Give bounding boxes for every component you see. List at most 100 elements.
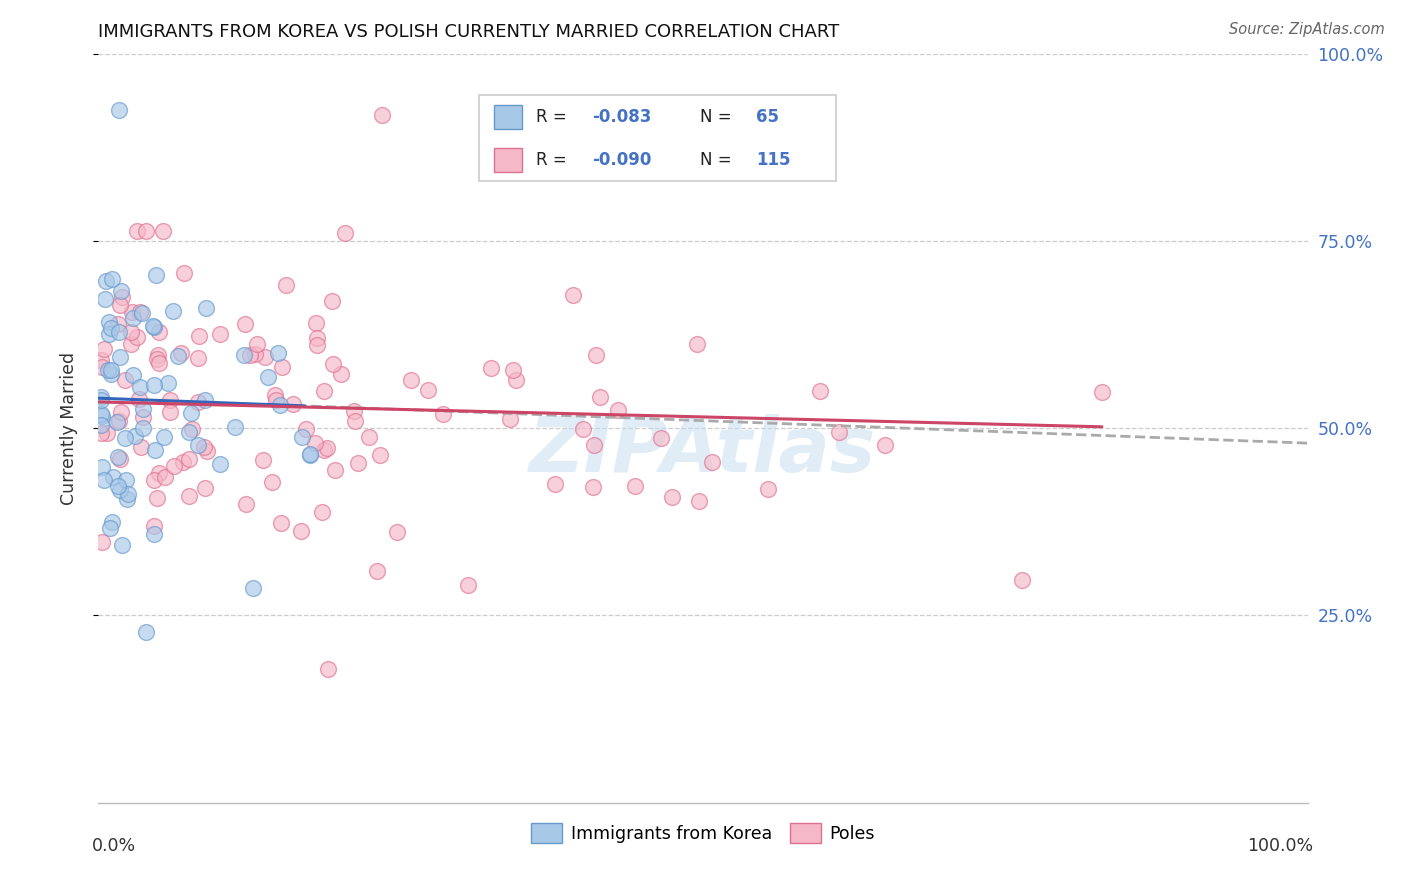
- Text: IMMIGRANTS FROM KOREA VS POLISH CURRENTLY MARRIED CORRELATION CHART: IMMIGRANTS FROM KOREA VS POLISH CURRENTL…: [98, 23, 839, 41]
- Point: [162, 304, 184, 318]
- Point: [242, 582, 264, 596]
- Point: [108, 103, 131, 117]
- Point: [686, 337, 709, 351]
- Point: [107, 450, 129, 464]
- Point: [650, 431, 672, 445]
- Text: 100.0%: 100.0%: [1247, 837, 1313, 855]
- Point: [97, 327, 120, 342]
- Point: [96, 426, 118, 441]
- Point: [146, 351, 169, 366]
- Point: [135, 224, 157, 238]
- Point: [499, 411, 522, 425]
- Point: [159, 393, 181, 408]
- Point: [269, 398, 291, 412]
- Point: [827, 425, 849, 440]
- Point: [315, 441, 337, 455]
- Point: [585, 348, 607, 362]
- Point: [254, 350, 277, 364]
- Point: [385, 524, 408, 539]
- Point: [177, 425, 200, 440]
- Point: [110, 284, 132, 298]
- Point: [321, 293, 343, 308]
- Point: [195, 301, 218, 315]
- Point: [129, 305, 152, 319]
- Point: [101, 470, 124, 484]
- Point: [432, 408, 454, 422]
- Point: [264, 392, 287, 407]
- Point: [187, 395, 209, 409]
- Point: [148, 326, 170, 340]
- Point: [233, 317, 256, 331]
- Point: [128, 392, 150, 407]
- Point: [90, 425, 112, 440]
- Point: [159, 405, 181, 419]
- Point: [96, 274, 118, 288]
- Point: [90, 352, 112, 367]
- Point: [274, 278, 297, 293]
- Point: [371, 108, 394, 122]
- Point: [148, 467, 170, 481]
- Point: [257, 369, 280, 384]
- Legend: Immigrants from Korea, Poles: Immigrants from Korea, Poles: [531, 822, 875, 843]
- Point: [90, 418, 112, 433]
- Text: Source: ZipAtlas.com: Source: ZipAtlas.com: [1229, 22, 1385, 37]
- Point: [281, 397, 304, 411]
- Point: [117, 486, 139, 500]
- Point: [142, 320, 165, 334]
- Point: [114, 431, 136, 445]
- Point: [808, 384, 831, 398]
- Point: [90, 407, 112, 421]
- Point: [270, 516, 292, 530]
- Point: [107, 317, 129, 331]
- Point: [120, 325, 142, 339]
- Point: [145, 268, 167, 283]
- Point: [111, 538, 134, 552]
- Point: [330, 368, 353, 382]
- Point: [100, 320, 122, 334]
- Point: [153, 430, 176, 444]
- Point: [290, 524, 312, 538]
- Point: [195, 443, 218, 458]
- Point: [304, 436, 326, 450]
- Point: [366, 565, 388, 579]
- Point: [135, 624, 157, 639]
- Point: [108, 325, 131, 339]
- Point: [235, 497, 257, 511]
- Point: [110, 483, 132, 497]
- Point: [688, 494, 710, 508]
- Point: [295, 422, 318, 436]
- Point: [325, 463, 347, 477]
- Point: [246, 336, 269, 351]
- Point: [582, 438, 605, 452]
- Point: [172, 455, 194, 469]
- Point: [305, 331, 328, 345]
- Point: [263, 387, 285, 401]
- Point: [180, 406, 202, 420]
- Point: [167, 349, 190, 363]
- Point: [756, 483, 779, 497]
- Point: [260, 475, 283, 489]
- Point: [1091, 384, 1114, 399]
- Point: [208, 458, 231, 472]
- Point: [702, 455, 724, 469]
- Point: [105, 415, 128, 429]
- Point: [120, 336, 142, 351]
- Point: [132, 421, 155, 435]
- Point: [333, 226, 356, 240]
- Point: [187, 438, 209, 452]
- Point: [121, 310, 143, 325]
- Point: [188, 329, 211, 343]
- Point: [479, 360, 502, 375]
- Point: [122, 368, 145, 382]
- Point: [142, 378, 165, 392]
- Point: [108, 298, 131, 312]
- Point: [177, 490, 200, 504]
- Point: [180, 421, 202, 435]
- Point: [1011, 573, 1033, 587]
- Point: [90, 359, 112, 374]
- Point: [179, 452, 201, 467]
- Point: [100, 367, 122, 381]
- Point: [291, 430, 314, 444]
- Point: [252, 453, 274, 467]
- Point: [623, 478, 645, 492]
